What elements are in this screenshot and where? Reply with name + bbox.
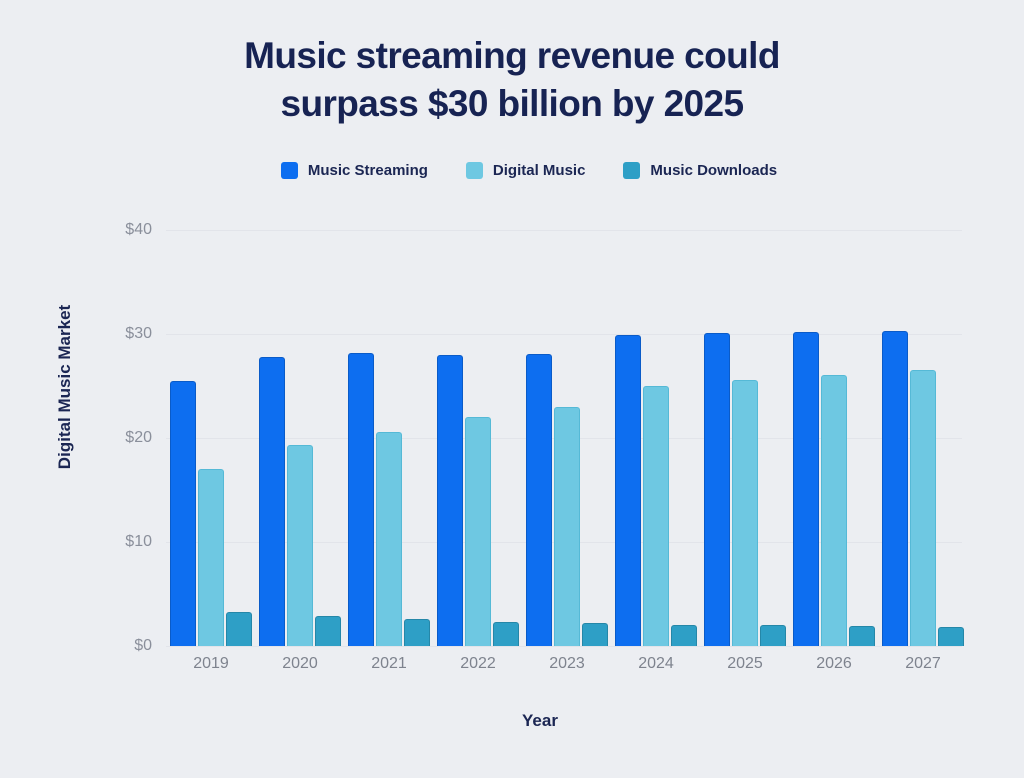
bar-group-2024: 2024 [615,230,697,672]
y-tick-label: $10 [125,533,152,550]
bar-group-2026: 2026 [793,230,875,672]
bar [793,331,819,646]
x-tick-label: 2021 [371,655,407,672]
y-tick-label: $0 [134,637,152,654]
legend-swatch-icon [623,162,641,179]
legend-label: Digital Music [492,162,586,179]
legend-label: Music Streaming [307,162,428,179]
chart-title-line2: surpass $30 billion by 2025 [280,83,745,124]
legend-swatch-icon [280,162,298,179]
bar [615,335,641,646]
bar-group-2025: 2025 [704,230,786,672]
x-tick-label: 2025 [727,655,763,672]
legend-label: Music Downloads [650,162,778,179]
bar [287,445,313,646]
bar-group-2019: 2019 [170,230,252,672]
x-tick-label: 2019 [193,655,229,672]
bar-group-2020: 2020 [259,230,341,672]
y-axis-tick-labels: $0 $10 $20 $30 $40 [0,221,152,654]
legend-item: Digital Music [465,162,586,179]
bar [376,431,402,646]
plot-area: 2019 2020 2021 2022 2023 2024 2025 2026 2027 [166,230,964,672]
bar [582,623,608,646]
bar [882,330,908,646]
bar [554,406,580,646]
bar [315,615,341,646]
bar [170,380,196,646]
x-tick-label: 2026 [816,655,852,672]
legend-item: Music Downloads [623,162,777,179]
chart-title-line1: Music streaming revenue could [244,35,780,76]
gridline [166,646,962,647]
bar-group-2027: 2027 [882,230,964,672]
bar-groups: 2019 2020 2021 2022 2023 2024 2025 2026 2027 [166,230,964,672]
legend-item: Music Streaming [280,162,428,179]
bar [437,354,463,646]
y-tick-label: $40 [125,221,152,238]
x-tick-label: 2027 [905,655,941,672]
bar [849,626,875,646]
bar [259,356,285,646]
x-axis-title: Year [522,711,558,730]
x-tick-label: 2020 [282,655,318,672]
bar [643,386,669,646]
bar [198,469,224,646]
legend-swatch-icon [465,162,483,179]
x-tick-label: 2024 [638,655,674,672]
bar [404,618,430,646]
bar [465,417,491,646]
y-tick-label: $20 [125,429,152,446]
bar [821,374,847,646]
bar-group-2021: 2021 [348,230,430,672]
bar [938,627,964,646]
bar [910,370,936,646]
x-tick-label: 2023 [549,655,585,672]
chart-title: Music streaming revenue could surpass $3… [0,32,1024,128]
bar [493,622,519,646]
bar [348,352,374,646]
bar-group-2022: 2022 [437,230,519,672]
x-tick-label: 2022 [460,655,496,672]
bar [732,379,758,646]
bar [526,353,552,646]
bar [760,625,786,646]
legend: Music Streaming Digital Music Music Downlo… [17,162,1024,179]
bar [226,611,252,646]
bar [704,332,730,646]
gridline [166,230,962,231]
bar-group-2023: 2023 [526,230,608,672]
bar [671,625,697,646]
gridline [166,334,962,335]
y-tick-label: $30 [125,325,152,342]
